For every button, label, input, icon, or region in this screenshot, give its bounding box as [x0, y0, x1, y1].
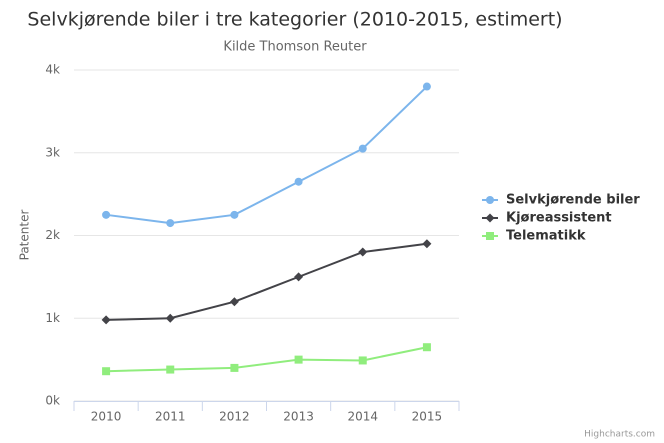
- series-line: [106, 346, 428, 373]
- x-tick-label: 2011: [155, 410, 186, 424]
- y-tick-label: 3k: [45, 145, 60, 159]
- data-point: [358, 356, 367, 365]
- y-tick-label: 2k: [45, 228, 60, 242]
- credits[interactable]: Highcharts.com: [584, 430, 655, 440]
- data-point: [422, 82, 431, 91]
- legend-marker: [486, 196, 494, 204]
- data-point: [358, 144, 367, 153]
- legend-marker: [486, 232, 494, 240]
- data-point: [101, 315, 111, 325]
- data-point: [294, 355, 303, 364]
- data-point: [422, 343, 431, 352]
- data-point: [294, 272, 304, 282]
- series-line: [105, 85, 428, 225]
- x-tick-label: 2015: [412, 410, 443, 424]
- data-point: [230, 210, 239, 219]
- data-point: [294, 177, 303, 186]
- chart-subtitle: Kilde Thomson Reuter: [223, 40, 367, 55]
- data-point: [358, 247, 368, 257]
- x-tick-label: 2014: [347, 410, 378, 424]
- y-tick-label: 0k: [45, 394, 60, 408]
- y-axis-title: Patenter: [18, 210, 32, 261]
- legend-label: Telematikk: [506, 229, 586, 244]
- data-point: [166, 219, 175, 228]
- legend-marker: [485, 213, 495, 223]
- chart-title: Selvkjørende biler i tre kategorier (201…: [27, 9, 562, 31]
- y-tick-label: 4k: [45, 63, 60, 77]
- data-point: [102, 210, 111, 219]
- data-point: [229, 297, 239, 307]
- data-point: [230, 363, 239, 372]
- x-tick-label: 2010: [91, 410, 122, 424]
- x-tick-label: 2012: [219, 410, 250, 424]
- data-point: [102, 367, 111, 376]
- y-tick-label: 1k: [45, 311, 60, 325]
- legend-label: Selvkjørende biler: [506, 193, 640, 208]
- x-tick-label: 2013: [283, 410, 314, 424]
- data-point: [166, 365, 175, 374]
- legend-label: Kjøreassistent: [506, 211, 612, 226]
- data-point: [165, 313, 175, 323]
- data-point: [422, 239, 432, 249]
- series-line: [106, 242, 428, 321]
